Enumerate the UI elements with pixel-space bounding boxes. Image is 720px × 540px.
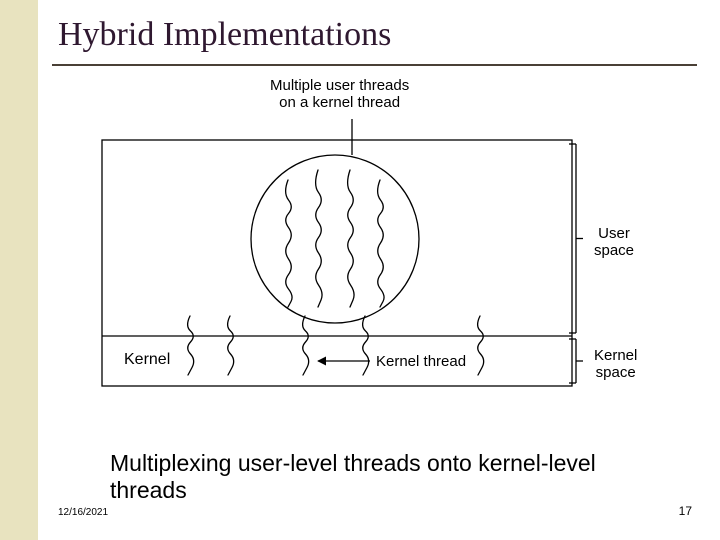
slide: Hybrid Implementations Multiple user thr… bbox=[0, 0, 720, 540]
label-line-2: space bbox=[594, 242, 634, 259]
label-line-1: Kernel bbox=[594, 347, 637, 364]
label-user-space: User space bbox=[594, 225, 634, 260]
label-kernel-space: Kernel space bbox=[594, 347, 637, 382]
title-underline bbox=[52, 64, 697, 66]
page-title: Hybrid Implementations bbox=[58, 16, 391, 54]
thread-diagram: Multiple user threads on a kernel thread… bbox=[80, 75, 670, 410]
footer-pagenum: 17 bbox=[679, 504, 692, 518]
label-line-2: on a kernel thread bbox=[270, 94, 409, 111]
footer-date: 12/16/2021 bbox=[58, 507, 108, 518]
label-multiple-user-threads: Multiple user threads on a kernel thread bbox=[270, 77, 409, 112]
label-kernel: Kernel bbox=[124, 351, 170, 369]
label-line-1: Multiple user threads bbox=[270, 77, 409, 94]
accent-sidebar bbox=[0, 0, 38, 540]
label-line-1: User bbox=[594, 225, 634, 242]
label-kernel-thread: Kernel thread bbox=[376, 353, 466, 370]
caption: Multiplexing user-level threads onto ker… bbox=[110, 450, 670, 504]
label-line-2: space bbox=[594, 364, 637, 381]
